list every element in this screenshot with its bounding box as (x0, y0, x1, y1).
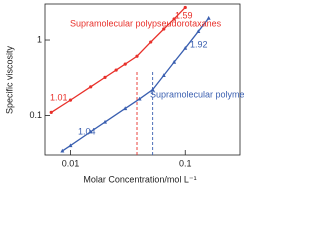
plot-frame (44, 3, 241, 156)
data-point (68, 98, 73, 102)
x-tick-label: 0.01 (62, 158, 80, 168)
data-point (172, 59, 177, 64)
legend-label: Supramolecular polymers (150, 89, 244, 99)
data-point (103, 119, 108, 124)
chart: Molar Concentration/mol L⁻¹ Specific vis… (4, 3, 244, 184)
y-tick-label: 0.1 (29, 110, 42, 120)
data-point (114, 68, 118, 72)
data-point (123, 62, 127, 66)
data-point (162, 27, 166, 31)
annotation: 1.59 (175, 10, 193, 20)
series-line (62, 17, 210, 152)
y-axis-label: Specific viscosity (4, 45, 14, 114)
data-point (135, 54, 139, 58)
data-point (183, 45, 188, 50)
data-point (137, 96, 142, 101)
data-point (88, 129, 93, 134)
y-tick-label: 1 (37, 34, 42, 44)
data-point (150, 87, 155, 92)
data-point (49, 110, 53, 114)
annotation: 1.01 (50, 92, 68, 102)
data-point (149, 40, 153, 44)
data-point (196, 29, 201, 34)
data-point (183, 5, 187, 10)
data-point (89, 85, 93, 89)
data-point (60, 148, 65, 153)
data-point (206, 15, 211, 20)
legend-label: Supramolecular polypseudorotaxanes (70, 18, 222, 28)
data-point (123, 106, 128, 111)
x-tick-label: 0.1 (179, 158, 192, 168)
annotation: 1.04 (78, 126, 96, 136)
data-point (68, 143, 73, 148)
x-axis-label: Molar Concentration/mol L⁻¹ (83, 174, 196, 184)
annotation: 1.92 (190, 39, 208, 49)
data-point (103, 75, 107, 79)
data-point (161, 73, 166, 77)
data-point (172, 17, 176, 21)
